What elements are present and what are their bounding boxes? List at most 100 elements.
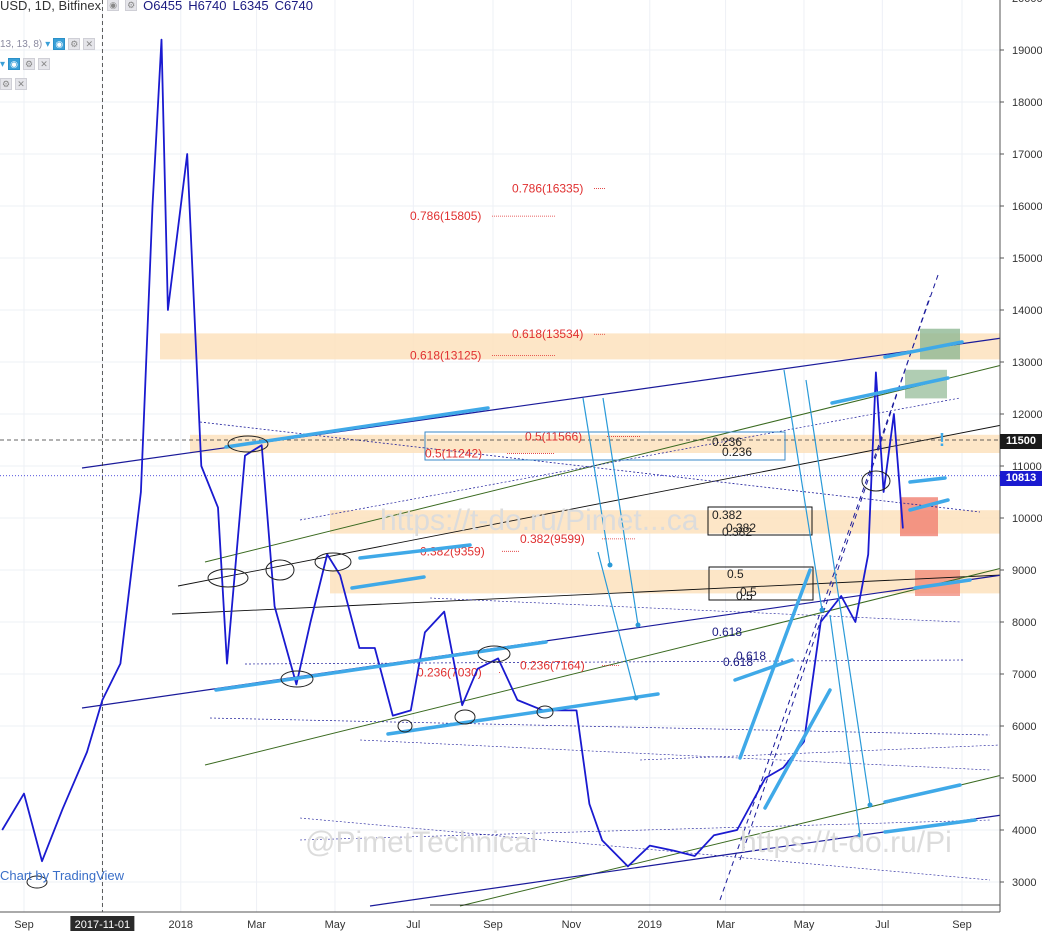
highlight-stroke [224, 406, 490, 449]
y-tick-label: 15000 [1012, 253, 1042, 265]
x-tick-label: 2017-11-01 [75, 919, 130, 931]
arrow-line [805, 379, 871, 806]
chevron-down-icon[interactable]: ▾ [0, 58, 6, 70]
chevron-down-icon[interactable]: ▾ [45, 38, 51, 50]
price-label-10813: 10813 [1000, 471, 1042, 486]
y-tick-label: 20000 [1012, 0, 1042, 5]
highlight-stroke [913, 578, 972, 590]
pattern-ellipse [207, 568, 249, 588]
highlight-stroke [386, 692, 660, 736]
x-tick-label: Sep [14, 919, 34, 931]
y-tick-label: 4000 [1012, 825, 1036, 837]
fib-level-label: 0.236(7030) [417, 665, 482, 679]
x-tick-label: 2018 [169, 919, 193, 931]
arrow-head [607, 562, 613, 568]
indicator-row-1: 13, 13, 8) ▾ ◉ ⚙ ✕ [0, 38, 96, 50]
gear-icon[interactable]: ⚙ [0, 78, 12, 90]
highlight-stroke [214, 640, 548, 692]
arrow-line [783, 369, 823, 611]
y-tick-label: 12000 [1012, 409, 1042, 421]
x-tick-label: Jul [875, 919, 889, 931]
x-tick-label: 2019 [638, 919, 662, 931]
pattern-ellipse [477, 645, 511, 663]
arrow-head [633, 695, 639, 701]
highlight-stroke [883, 783, 962, 804]
ohlc-close: C6740 [274, 0, 313, 13]
fib-box-label: 0.618 [712, 625, 742, 639]
fib-level-label: 0.5(11242) [425, 446, 482, 460]
pattern-ellipse [227, 435, 269, 453]
highlight-stroke [763, 688, 832, 810]
close-icon[interactable]: ✕ [38, 58, 51, 70]
trend-line [639, 744, 1001, 761]
trend-line [299, 817, 991, 881]
close-icon[interactable]: ✕ [83, 38, 96, 50]
highlight-stroke [733, 658, 794, 682]
indicator-row-2: ▾ ◉ ⚙ ✕ [0, 58, 51, 70]
eye-icon[interactable]: ◉ [53, 38, 66, 50]
trend-line [204, 364, 1003, 563]
eye-icon[interactable]: ◉ [107, 0, 120, 11]
arrow-head [635, 622, 641, 628]
highlight-stroke [738, 568, 812, 760]
y-tick-label: 5000 [1012, 773, 1036, 785]
annotations: ! [26, 340, 977, 889]
trend-line [199, 421, 981, 513]
x-axis: Sep 2017-11-01 2018 Mar May Jul Sep Nov 2019 Mar M… [0, 911, 1042, 941]
pattern-ellipse [397, 719, 413, 733]
trend-line [429, 597, 961, 623]
fibonacci-levels: 0.786(16335) 0.786(15805) 0.618(13534) 0.61… [410, 182, 814, 679]
arrow-line [582, 397, 611, 566]
x-tick-label: Jul [406, 919, 420, 931]
gear-icon[interactable]: ⚙ [68, 38, 81, 50]
y-tick-label: 7000 [1012, 669, 1036, 681]
fib-box-label: 0.236 [722, 445, 752, 459]
arrow-head [819, 607, 825, 613]
y-tick-label: 10000 [1012, 513, 1042, 525]
pattern-ellipse [265, 559, 295, 581]
watermark-handle: @PimetTechnical [305, 826, 538, 859]
arrow-line [602, 397, 639, 626]
fib-box-label: 0.5 [740, 585, 757, 599]
resistance-zone [160, 333, 1000, 360]
highlight-stroke [908, 498, 950, 512]
pattern-ellipse [314, 552, 352, 572]
indicator-1-params[interactable]: 13, 13, 8) [0, 38, 43, 50]
y-tick-label: 11000 [1012, 461, 1042, 473]
gear-icon[interactable]: ⚙ [23, 58, 36, 70]
chart-grid [0, 0, 1000, 912]
close-icon[interactable]: ✕ [15, 78, 27, 90]
x-tick-label: Sep [483, 919, 503, 931]
pattern-ellipse [26, 875, 48, 889]
resistance-zone [330, 570, 1000, 594]
pattern-ellipse [454, 709, 476, 725]
y-tick-label: 9000 [1012, 565, 1036, 577]
y-tick-label: 13000 [1012, 357, 1042, 369]
fib-box-label: 0.382 [726, 521, 756, 535]
highlight-stroke [883, 340, 964, 359]
chart-header: USD, 1D, Bitfinex ◉ ⚙ O6455 H6740 L6345 … [0, 0, 313, 13]
y-tick-label: 8000 [1012, 617, 1036, 629]
pattern-ellipse [280, 670, 314, 688]
eye-icon[interactable]: ◉ [8, 58, 21, 70]
resistance-zone [330, 510, 1000, 534]
fib-box-label: 0.5 [736, 589, 753, 603]
fib-box [424, 431, 786, 461]
fib-box-label: 0.618 [736, 649, 766, 663]
trend-line [244, 659, 966, 665]
y-tick-label: 18000 [1012, 97, 1042, 109]
tradingview-credit[interactable]: Chart by TradingView [0, 868, 125, 883]
x-tick-label: Nov [562, 919, 582, 931]
y-axis: 3000 4000 5000 6000 7000 8000 9000 10000 11000 12… [999, 0, 1042, 912]
arrow-line [597, 551, 637, 699]
exclamation-mark: ! [939, 430, 945, 450]
y-axis-background [1000, 0, 1042, 912]
resistance-zone [190, 434, 1000, 453]
ohlc-open: O6455 [143, 0, 183, 13]
gear-icon[interactable]: ⚙ [125, 0, 138, 11]
symbol-title[interactable]: USD, 1D, Bitfinex [0, 0, 102, 13]
x-tick-label: Mar [716, 919, 735, 931]
y-tick-label: 14000 [1012, 305, 1042, 317]
fib-box [707, 506, 813, 536]
